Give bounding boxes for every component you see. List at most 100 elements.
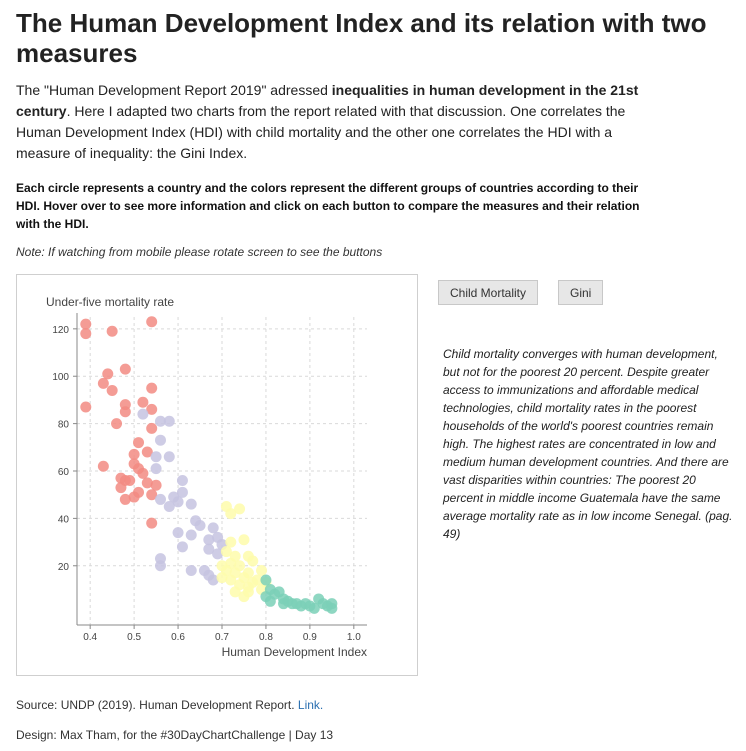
country-point[interactable] [111, 418, 123, 430]
country-point[interactable] [146, 422, 158, 434]
x-tick-label: 0.7 [215, 632, 229, 643]
country-point[interactable] [172, 527, 184, 539]
x-tick-label: 0.8 [259, 632, 273, 643]
country-point[interactable] [150, 451, 162, 463]
country-point[interactable] [278, 598, 290, 610]
axes: 0.4 0.5 0.6 0.7 0.8 0.9 1.0 20 40 60 80 100 120 [52, 313, 367, 643]
country-point[interactable] [172, 496, 184, 508]
country-point[interactable] [225, 574, 237, 586]
chart-container: 0.4 0.5 0.6 0.7 0.8 0.9 1.0 20 40 60 80 100 120 Unde… [16, 274, 418, 676]
country-point[interactable] [176, 541, 188, 553]
x-tick-label: 0.6 [171, 632, 185, 643]
country-point[interactable] [119, 493, 131, 505]
country-point[interactable] [185, 529, 197, 541]
country-point[interactable] [207, 574, 219, 586]
page-title: The Human Development Index and its rela… [16, 8, 707, 68]
country-point[interactable] [264, 595, 276, 607]
country-point[interactable] [137, 408, 149, 420]
country-point[interactable] [260, 574, 272, 586]
country-point[interactable] [137, 396, 149, 408]
country-point[interactable] [150, 479, 162, 491]
country-point[interactable] [80, 401, 92, 413]
country-point[interactable] [80, 328, 92, 340]
country-point[interactable] [216, 572, 228, 584]
y-tick-label: 20 [58, 562, 70, 573]
country-point[interactable] [176, 486, 188, 498]
country-point[interactable] [225, 536, 237, 548]
country-point[interactable] [154, 434, 166, 446]
x-tick-label: 0.4 [83, 632, 97, 643]
country-point[interactable] [128, 491, 140, 503]
country-point[interactable] [295, 600, 307, 612]
country-point[interactable] [326, 602, 338, 614]
y-tick-label: 40 [58, 514, 70, 525]
country-point[interactable] [150, 463, 162, 475]
country-point[interactable] [146, 489, 158, 501]
x-axis-label: Human Development Index [222, 645, 367, 659]
y-axis-label: Under-five mortality rate [46, 295, 174, 309]
country-point[interactable] [308, 602, 320, 614]
country-point[interactable] [154, 560, 166, 572]
instructions-text: Each circle represents a country and the… [16, 181, 640, 231]
intro-text-end: . Here I adapted two charts from the rep… [16, 103, 626, 161]
country-point[interactable] [238, 534, 250, 546]
y-tick-label: 100 [52, 372, 69, 383]
intro-text-start: The "Human Development Report 2019" adre… [16, 82, 332, 98]
country-point[interactable] [185, 498, 197, 510]
country-point[interactable] [146, 316, 158, 328]
y-tick-label: 80 [58, 420, 70, 431]
country-point[interactable] [154, 493, 166, 505]
country-point[interactable] [119, 406, 131, 418]
country-point[interactable] [229, 586, 241, 598]
design-credit: Design: Max Tham, for the #30DayChartCha… [16, 728, 334, 742]
country-point[interactable] [106, 384, 118, 396]
intro-paragraph: The "Human Development Report 2019" adre… [16, 80, 656, 164]
country-point[interactable] [203, 543, 215, 555]
country-point[interactable] [146, 403, 158, 415]
country-point[interactable] [97, 460, 109, 472]
child-mortality-button[interactable]: Child Mortality [438, 280, 539, 305]
country-point[interactable] [163, 501, 175, 513]
country-point[interactable] [97, 377, 109, 389]
country-point[interactable] [194, 519, 206, 531]
country-point[interactable] [212, 548, 224, 560]
country-point[interactable] [119, 363, 131, 375]
country-point[interactable] [106, 325, 118, 337]
country-point[interactable] [256, 565, 268, 577]
country-point[interactable] [146, 517, 158, 529]
country-point[interactable] [163, 415, 175, 427]
source-link[interactable]: Link. [297, 698, 324, 712]
country-point[interactable] [115, 482, 127, 494]
country-point[interactable] [238, 591, 250, 603]
country-point[interactable] [128, 448, 140, 460]
country-point[interactable] [234, 503, 246, 515]
country-point[interactable] [154, 415, 166, 427]
chart-description: Child mortality converges with human dev… [443, 347, 733, 541]
country-point[interactable] [141, 446, 153, 458]
country-point[interactable] [203, 534, 215, 546]
x-tick-label: 0.9 [303, 632, 317, 643]
country-point[interactable] [137, 467, 149, 479]
country-point[interactable] [133, 437, 145, 449]
country-point[interactable] [225, 508, 237, 520]
source-text: Source: UNDP (2019). Human Development R… [16, 698, 298, 712]
gini-button[interactable]: Gini [558, 280, 604, 305]
country-point[interactable] [247, 555, 259, 567]
mobile-note: Note: If watching from mobile please rot… [16, 245, 383, 259]
country-point[interactable] [163, 451, 175, 463]
country-point[interactable] [176, 474, 188, 486]
country-point[interactable] [220, 546, 232, 558]
x-tick-label: 0.5 [127, 632, 141, 643]
country-point[interactable] [141, 477, 153, 489]
scatter-chart: 0.4 0.5 0.6 0.7 0.8 0.9 1.0 20 40 60 80 100 120 Unde… [46, 295, 367, 659]
country-point[interactable] [185, 565, 197, 577]
country-point[interactable] [102, 368, 114, 380]
country-point[interactable] [146, 382, 158, 394]
country-point[interactable] [124, 474, 136, 486]
country-point[interactable] [207, 522, 219, 534]
x-tick-label: 1.0 [347, 632, 361, 643]
data-points [80, 316, 338, 614]
y-tick-label: 60 [58, 467, 70, 478]
y-tick-label: 120 [52, 325, 69, 336]
country-point[interactable] [80, 318, 92, 330]
